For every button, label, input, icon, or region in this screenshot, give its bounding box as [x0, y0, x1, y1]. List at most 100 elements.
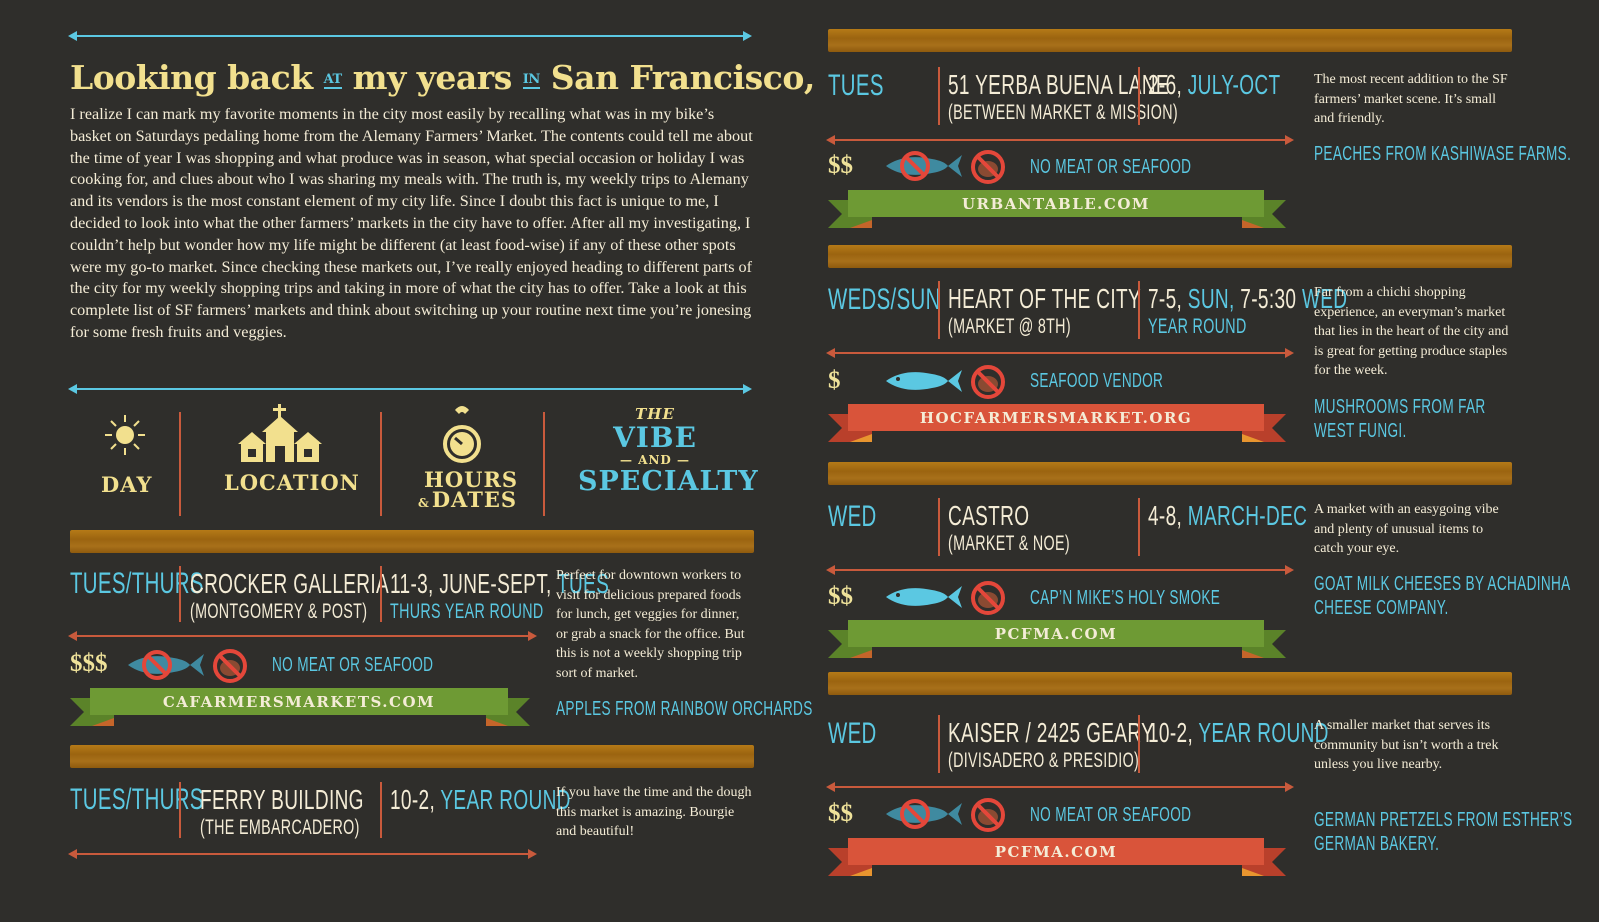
divider [938, 715, 940, 773]
market-6-seafood: NO MEAT OR SEAFOOD [1030, 804, 1192, 826]
market-3-hours: 2-6, JULY-OCT [1148, 69, 1281, 100]
market-5-website[interactable]: PCFMA.COM [848, 620, 1264, 647]
market-1-hours-sub: THURS YEAR ROUND [390, 600, 544, 623]
market-4-desc: Far from a chichi shopping experience, a… [1314, 285, 1509, 379]
divider [380, 566, 382, 622]
market-5-day: WED [828, 500, 877, 533]
market-4-hours: 7-5, SUN, 7-5:30 WED [1148, 283, 1348, 314]
top-divider [68, 31, 752, 41]
market-4-website[interactable]: HOCFARMERSMARKET.ORG [848, 404, 1264, 431]
market-1-price: $$$ [70, 650, 108, 677]
header-vibe-specialty: THE VIBE — AND — SPECIALTY [578, 405, 759, 497]
market-5-hours: 4-8, MARCH-DEC [1148, 500, 1308, 531]
divider [1138, 715, 1140, 773]
clock-icon [441, 404, 483, 469]
market-2-location: FERRY BUILDING [200, 784, 364, 815]
wood-plank-3 [828, 29, 1512, 52]
header-divider-3 [543, 412, 545, 516]
no-fish-icon [884, 797, 964, 836]
market-5-cross: (MARKET & NOE) [948, 532, 1070, 555]
wood-plank-6 [828, 672, 1512, 695]
arrow-line [826, 565, 1294, 575]
market-4-specialty: MUSHROOMS FROM FAR WEST FUNGI. [1314, 396, 1486, 442]
header-location: LOCATION [224, 470, 360, 495]
header-divider-1 [179, 412, 181, 516]
market-6-cross: (DIVISADERO & PRESIDIO) [948, 749, 1140, 772]
divider [1138, 281, 1140, 339]
intro-paragraph: I realize I can mark my favorite moments… [70, 105, 753, 341]
no-meat-icon [970, 580, 1006, 621]
market-2-day: TUES/THURS [70, 783, 204, 816]
market-2-desc: If you have the time and the dough this … [556, 785, 752, 840]
market-2-hours: 10-2, YEAR ROUND [390, 784, 571, 815]
no-meat-icon [970, 149, 1006, 190]
market-3-price: $$ [828, 152, 853, 179]
market-1-location: CROCKER GALLERIA [190, 568, 390, 599]
no-meat-icon [970, 364, 1006, 405]
wood-plank-4 [828, 245, 1512, 268]
no-meat-icon [970, 797, 1006, 838]
market-1-website[interactable]: CAFARMERSMARKETS.COM [90, 688, 508, 715]
divider [179, 566, 181, 622]
market-4-cross: (MARKET @ 8TH) [948, 315, 1071, 338]
wood-plank-1 [70, 530, 754, 553]
page-title: Looking back AT my years IN San Francisc… [70, 58, 815, 97]
arrow-line [826, 348, 1294, 358]
market-3-seafood: NO MEAT OR SEAFOOD [1030, 156, 1192, 178]
arrow-line [826, 782, 1294, 792]
market-1-desc: Perfect for downtown workers to visit fo… [556, 568, 745, 681]
market-6-hours: 10-2, YEAR ROUND [1148, 717, 1329, 748]
church-icon [236, 404, 324, 469]
middle-divider [68, 384, 752, 394]
market-5-specialty: GOAT MILK CHEESES BY ACHADINHA CHEESE COM… [1314, 573, 1571, 619]
fish-icon [884, 580, 964, 619]
market-1-day: TUES/THURS [70, 567, 204, 600]
market-4-day: WEDS/SUN [828, 283, 941, 316]
market-1-cross: (MONTGOMERY & POST) [190, 600, 368, 623]
no-fish-icon [884, 149, 964, 188]
market-5-location: CASTRO [948, 500, 1030, 531]
market-5-seafood: CAP’N MIKE’S HOLY SMOKE [1030, 587, 1221, 609]
market-3-website[interactable]: URBANTABLE.COM [848, 190, 1264, 217]
header-divider-2 [380, 412, 382, 516]
market-5-desc: A market with an easygoing vibe and plen… [1314, 502, 1499, 557]
market-4-seafood: SEAFOOD VENDOR [1030, 370, 1164, 392]
header-hours: HOURS &DATES [418, 467, 519, 512]
market-6-price: $$ [828, 800, 853, 827]
market-3-specialty: PEACHES FROM KASHIWASE FARMS. [1314, 143, 1572, 165]
market-6-website[interactable]: PCFMA.COM [848, 838, 1264, 865]
market-2-cross: (THE EMBARCADERO) [200, 816, 360, 839]
market-6-day: WED [828, 717, 877, 750]
market-3-day: TUES [828, 69, 884, 102]
market-5-price: $$ [828, 583, 853, 610]
arrow-line [68, 631, 537, 641]
market-4-price: $ [828, 367, 841, 394]
fish-icon [884, 364, 964, 403]
wood-plank-5 [828, 462, 1512, 485]
divider [1138, 67, 1140, 125]
divider [938, 67, 940, 125]
arrow-line [826, 135, 1294, 145]
arrow-line [68, 849, 537, 859]
no-meat-icon [212, 648, 248, 689]
market-6-desc: A smaller market that serves its communi… [1314, 718, 1499, 773]
market-1-seafood: NO MEAT OR SEAFOOD [272, 654, 434, 676]
no-fish-icon [126, 648, 206, 687]
divider [380, 782, 382, 838]
divider [938, 498, 940, 556]
market-3-location: 51 YERBA BUENA LANE [948, 69, 1169, 100]
market-1-specialty: APPLES FROM RAINBOW ORCHARDS [556, 698, 813, 720]
divider [179, 782, 181, 838]
divider [1138, 498, 1140, 556]
market-6-location: KAISER / 2425 GEARY [948, 717, 1155, 748]
market-4-location: HEART OF THE CITY [948, 283, 1142, 314]
market-4-hours-sub: YEAR ROUND [1148, 315, 1247, 338]
market-3-desc: The most recent addition to the SF farme… [1314, 72, 1508, 127]
market-1-hours: 11-3, JUNE-SEPT, TUES [390, 568, 610, 599]
market-6-specialty: GERMAN PRETZELS FROM ESTHER’S GERMAN BAKE… [1314, 809, 1573, 855]
sun-icon [103, 413, 147, 462]
wood-plank-2 [70, 745, 754, 768]
header-day: DAY [101, 472, 153, 497]
divider [938, 281, 940, 339]
market-3-cross: (BETWEEN MARKET & MISSION) [948, 101, 1178, 124]
